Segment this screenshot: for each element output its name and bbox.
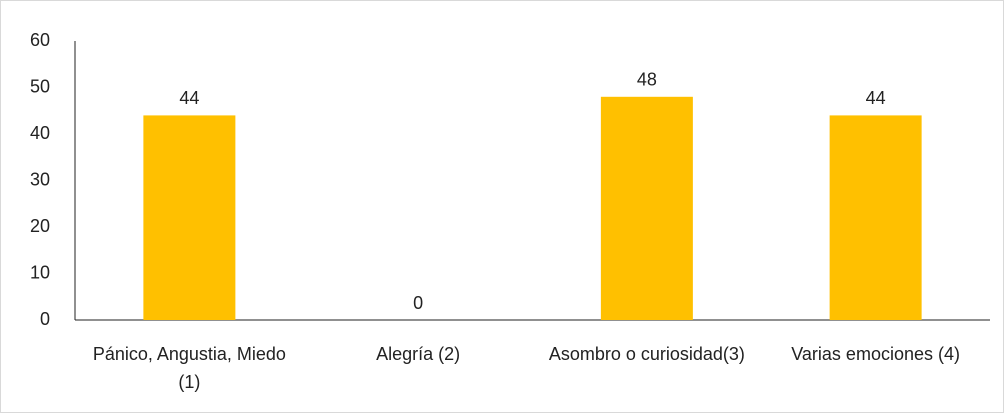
bar (829, 115, 922, 321)
x-tick-label: Varias emociones (4) (791, 344, 960, 364)
y-tick-label: 0 (40, 309, 50, 329)
y-tick-label: 10 (30, 262, 50, 282)
x-tick-label: Alegría (2) (376, 344, 461, 364)
bar (143, 115, 236, 321)
y-tick-label: 20 (30, 216, 50, 236)
data-label: 44 (179, 88, 199, 108)
data-label: 0 (413, 293, 423, 313)
data-label: 48 (637, 70, 657, 90)
y-tick-label: 40 (30, 123, 50, 143)
x-tick-label: Pánico, Angustia, Miedo (1) (92, 344, 286, 392)
y-tick-label: 60 (30, 30, 50, 50)
data-label: 44 (866, 88, 886, 108)
x-tick-label: Asombro o curiosidad(3) (548, 344, 745, 364)
bar (600, 96, 693, 320)
y-tick-label: 30 (30, 169, 50, 189)
y-tick-label: 50 (30, 76, 50, 96)
